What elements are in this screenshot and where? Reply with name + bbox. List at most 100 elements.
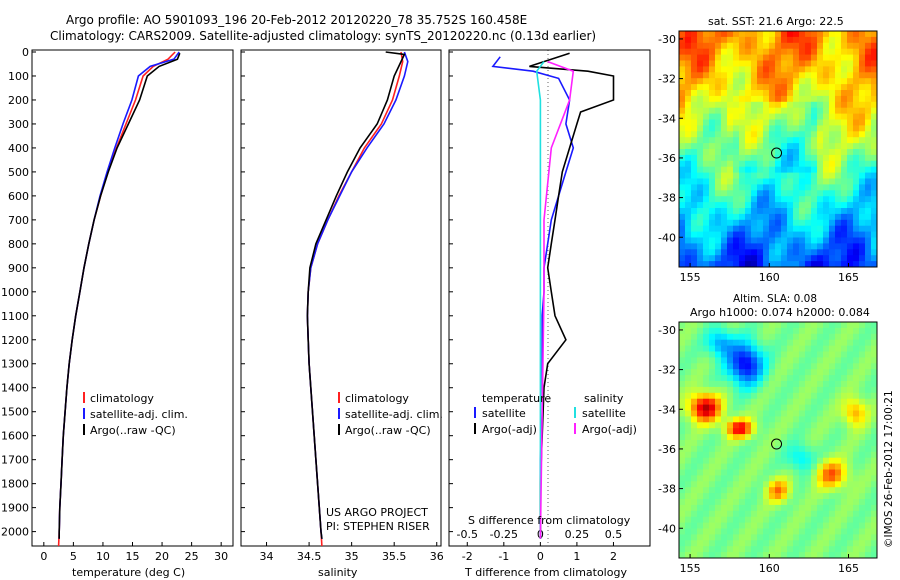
heatmap-cell [793, 469, 800, 476]
heatmap-cell [871, 54, 878, 61]
heatmap-cell [721, 404, 728, 411]
heatmap-cell [823, 339, 830, 346]
heatmap-cell [787, 42, 794, 50]
heatmap-cell [757, 463, 764, 470]
heatmap-cell [829, 225, 836, 232]
heatmap-cell [751, 528, 758, 535]
heatmap-cell [817, 219, 824, 227]
heatmap-cell [823, 48, 830, 55]
heatmap-cell [817, 231, 824, 238]
heatmap-cell [751, 31, 758, 38]
heatmap-cell [721, 522, 728, 529]
heatmap-cell [715, 66, 722, 73]
heatmap-cell [781, 219, 788, 227]
heatmap-cell [739, 196, 746, 203]
heatmap-cell [691, 416, 698, 423]
heatmap-cell [763, 457, 770, 464]
heatmap-cell [775, 475, 782, 482]
heatmap-cell [685, 381, 692, 388]
heatmap-cell [829, 54, 836, 61]
heatmap-cell [847, 369, 854, 376]
heatmap-cell [859, 469, 866, 476]
heatmap-cell [841, 90, 848, 97]
heatmap-cell [823, 119, 830, 126]
heatmap-cell [727, 184, 734, 191]
heatmap-cell [691, 78, 698, 85]
heatmap-cell [691, 66, 698, 73]
heatmap-cell [757, 357, 764, 364]
heatmap-cell [679, 351, 686, 358]
heatmap-cell [757, 237, 764, 244]
heatmap-cell [775, 546, 782, 553]
heatmap-cell [685, 149, 692, 156]
heatmap-cell [685, 208, 692, 215]
heatmap-cell [697, 154, 704, 162]
heatmap-cell [733, 160, 740, 168]
heatmap-cell [703, 78, 710, 85]
heatmap-cell [697, 516, 704, 523]
heatmap-cell [739, 327, 746, 335]
heatmap-cell [853, 149, 860, 156]
heatmap-cell [721, 499, 728, 506]
heatmap-cell [757, 231, 764, 238]
heatmap-cell [709, 125, 716, 132]
heatmap-cell [823, 357, 830, 364]
heatmap-cell [751, 113, 758, 120]
heatmap-cell [727, 327, 734, 335]
heatmap-cell [871, 475, 878, 482]
heatmap-cell [721, 333, 728, 341]
heatmap-cell [733, 351, 740, 358]
heatmap-cell [829, 528, 836, 535]
heatmap-cell [739, 190, 746, 197]
heatmap-cell [811, 445, 818, 453]
heatmap-cell [787, 516, 794, 523]
heatmap-cell [805, 351, 812, 358]
heatmap-cell [829, 95, 836, 103]
heatmap-cell [817, 261, 824, 268]
heatmap-cell [853, 261, 860, 268]
heatmap-cell [859, 534, 866, 541]
heatmap-cell [715, 196, 722, 203]
heatmap-cell [805, 504, 812, 512]
heatmap-cell [715, 516, 722, 523]
heatmap-cell [733, 119, 740, 126]
heatmap-cell [841, 54, 848, 61]
heatmap-cell [781, 339, 788, 346]
heatmap-cell [751, 516, 758, 523]
heatmap-cell [745, 440, 752, 447]
heatmap-cell [739, 434, 746, 441]
heatmap-cell [817, 202, 824, 209]
heatmap-cell [799, 416, 806, 423]
heatmap-cell [751, 225, 758, 232]
heatmap-cell [847, 534, 854, 541]
heatmap-cell [757, 469, 764, 476]
heatmap-cell [817, 119, 824, 126]
heatmap-cell [763, 31, 770, 38]
heatmap-cell [811, 107, 818, 114]
heatmap-cell [769, 481, 776, 488]
heatmap-cell [859, 31, 866, 38]
heatmap-cell [787, 451, 794, 459]
heatmap-cell [871, 522, 878, 529]
heatmap-cell [751, 392, 758, 400]
heatmap-cell [715, 351, 722, 358]
lat-tick-label: -40 [658, 231, 676, 244]
heatmap-cell [811, 95, 818, 103]
heatmap-cell [859, 160, 866, 168]
heatmap-cell [691, 510, 698, 518]
heatmap-cell [691, 398, 698, 405]
heatmap-cell [853, 54, 860, 61]
legend-label-s-satellite: satellite [582, 407, 626, 420]
heatmap-cell [721, 219, 728, 227]
heatmap-cell [853, 398, 860, 405]
heatmap-cell [757, 369, 764, 376]
heatmap-cell [715, 178, 722, 185]
heatmap-cell [751, 243, 758, 250]
heatmap-cell [691, 31, 698, 38]
heatmap-cell [679, 381, 686, 388]
heatmap-cell [871, 528, 878, 535]
heatmap-cell [697, 333, 704, 341]
heatmap-cell [709, 31, 716, 38]
heatmap-cell [829, 475, 836, 482]
heatmap-cell [841, 166, 848, 173]
